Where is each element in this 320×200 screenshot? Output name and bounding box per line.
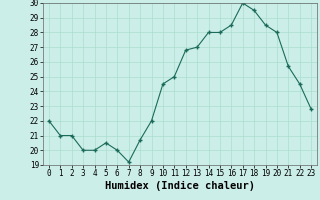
X-axis label: Humidex (Indice chaleur): Humidex (Indice chaleur) <box>105 181 255 191</box>
